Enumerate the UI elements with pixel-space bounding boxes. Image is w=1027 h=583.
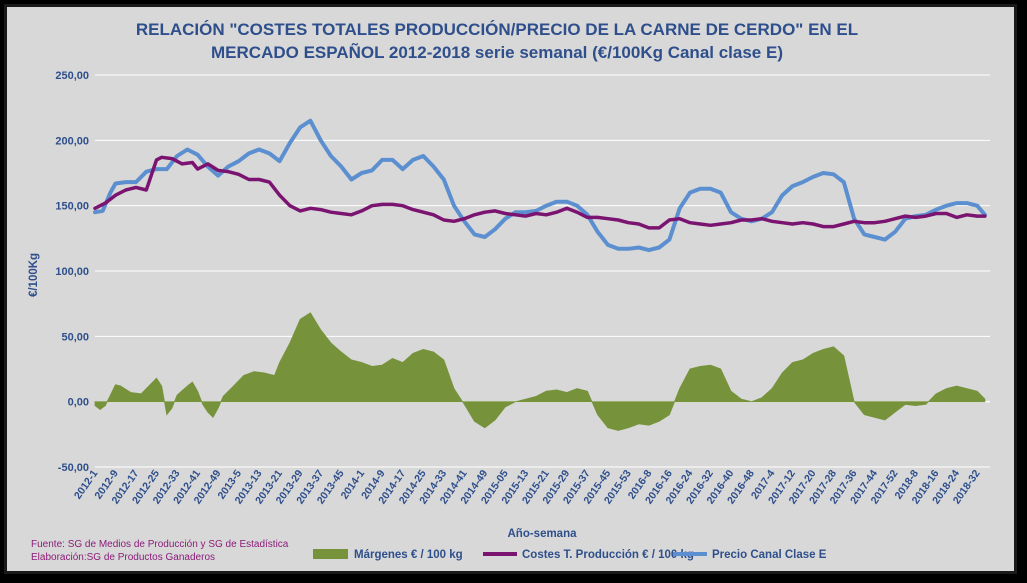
- chart-title-line-1: RELACIÓN "COSTES TOTALES PRODUCCIÓN/PREC…: [136, 20, 858, 39]
- legend-label-costes: Costes T. Producción € / 100 kg: [522, 549, 694, 561]
- source-line-2: Elaboración:SG de Productos Ganaderos: [31, 552, 215, 563]
- chart-frame: RELACIÓN "COSTES TOTALES PRODUCCIÓN/PREC…: [4, 4, 1017, 574]
- grid-layer: [95, 74, 990, 468]
- x-tick-labels: 2012-12012-92012-172012-252012-332012-41…: [72, 468, 983, 507]
- source-line-1: Fuente: SG de Medios de Producción y SG …: [31, 539, 289, 550]
- y-tick-labels: 250,00 200,00 150,00 100,00 50,00 0,00 -50,00: [55, 70, 89, 474]
- series-line-layer: [93, 118, 987, 253]
- legend-label-margenes: Márgenes € / 100 kg: [354, 549, 463, 561]
- legend: Márgenes € / 100 kg Costes T. Producción…: [313, 549, 827, 561]
- y-tick-label: 150,00: [55, 201, 89, 213]
- chart-svg: RELACIÓN "COSTES TOTALES PRODUCCIÓN/PREC…: [28, 20, 990, 563]
- y-tick-label: 250,00: [55, 70, 89, 82]
- margenes-area: [94, 312, 986, 431]
- legend-swatch-margenes: [313, 549, 348, 559]
- y-tick-label: 200,00: [55, 135, 89, 147]
- costes-line: [93, 155, 987, 230]
- y-tick-label: -50,00: [58, 462, 89, 474]
- y-tick-label: 0,00: [68, 397, 89, 409]
- y-axis-label: €/100Kg: [28, 253, 40, 297]
- legend-label-precio: Precio Canal Clase E: [712, 549, 827, 561]
- precio-line: [93, 118, 987, 253]
- chart-title-line-2: MERCADO ESPAÑOL 2012-2018 serie semanal …: [211, 42, 783, 62]
- margin-area-layer: [94, 312, 986, 431]
- y-tick-label: 100,00: [55, 266, 89, 278]
- x-axis-label: Año-semana: [507, 528, 577, 540]
- y-tick-label: 50,00: [61, 331, 89, 343]
